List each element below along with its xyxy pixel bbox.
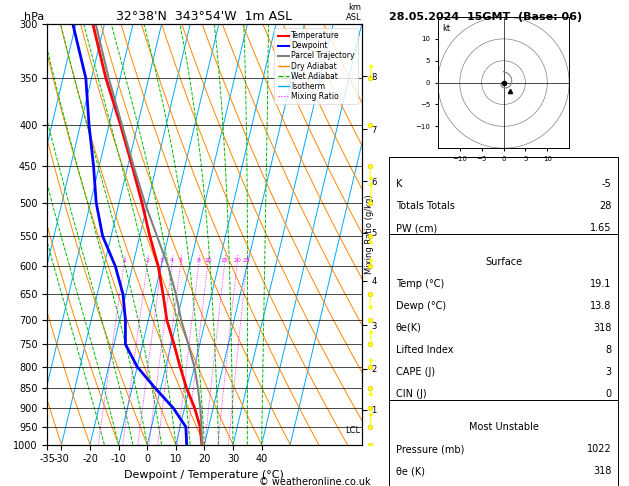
Text: 8: 8 bbox=[605, 345, 611, 355]
Text: θe(K): θe(K) bbox=[396, 323, 421, 332]
Text: kt: kt bbox=[442, 23, 450, 33]
Text: © weatheronline.co.uk: © weatheronline.co.uk bbox=[259, 477, 370, 486]
Text: 318: 318 bbox=[593, 323, 611, 332]
Text: 1: 1 bbox=[122, 259, 126, 263]
Text: 0: 0 bbox=[605, 388, 611, 399]
Text: 28.05.2024  15GMT  (Base: 06): 28.05.2024 15GMT (Base: 06) bbox=[389, 12, 582, 22]
Text: 2: 2 bbox=[145, 259, 149, 263]
Text: Totals Totals: Totals Totals bbox=[396, 201, 455, 211]
Text: 5: 5 bbox=[179, 259, 182, 263]
Text: Dewp (°C): Dewp (°C) bbox=[396, 301, 446, 311]
Text: km
ASL: km ASL bbox=[346, 3, 362, 22]
Text: CIN (J): CIN (J) bbox=[396, 388, 426, 399]
Text: CAPE (J): CAPE (J) bbox=[396, 366, 435, 377]
X-axis label: Dewpoint / Temperature (°C): Dewpoint / Temperature (°C) bbox=[125, 470, 284, 480]
Text: θe (K): θe (K) bbox=[396, 466, 425, 476]
Text: Surface: Surface bbox=[485, 257, 522, 267]
Title: 32°38'N  343°54'W  1m ASL: 32°38'N 343°54'W 1m ASL bbox=[116, 10, 292, 23]
Text: PW (cm): PW (cm) bbox=[396, 223, 437, 233]
Text: 1022: 1022 bbox=[587, 444, 611, 454]
Text: 4: 4 bbox=[170, 259, 174, 263]
Text: Most Unstable: Most Unstable bbox=[469, 422, 538, 432]
Text: Mixing Ratio (g/kg): Mixing Ratio (g/kg) bbox=[365, 195, 374, 274]
Text: 318: 318 bbox=[593, 466, 611, 476]
Text: LCL: LCL bbox=[345, 426, 360, 435]
Text: 1.65: 1.65 bbox=[590, 223, 611, 233]
Text: K: K bbox=[396, 179, 402, 189]
Text: 25: 25 bbox=[243, 259, 251, 263]
Text: 10: 10 bbox=[204, 259, 212, 263]
Text: 28: 28 bbox=[599, 201, 611, 211]
Text: 3: 3 bbox=[160, 259, 164, 263]
Text: 15: 15 bbox=[221, 259, 228, 263]
Text: hPa: hPa bbox=[24, 12, 44, 22]
Text: -5: -5 bbox=[602, 179, 611, 189]
Text: Lifted Index: Lifted Index bbox=[396, 345, 453, 355]
Text: 13.8: 13.8 bbox=[590, 301, 611, 311]
Text: 19.1: 19.1 bbox=[590, 278, 611, 289]
Legend: Temperature, Dewpoint, Parcel Trajectory, Dry Adiabat, Wet Adiabat, Isotherm, Mi: Temperature, Dewpoint, Parcel Trajectory… bbox=[274, 28, 358, 104]
Text: Temp (°C): Temp (°C) bbox=[396, 278, 444, 289]
Text: 3: 3 bbox=[605, 366, 611, 377]
Text: Pressure (mb): Pressure (mb) bbox=[396, 444, 464, 454]
Text: 8: 8 bbox=[197, 259, 201, 263]
Text: 20: 20 bbox=[233, 259, 241, 263]
